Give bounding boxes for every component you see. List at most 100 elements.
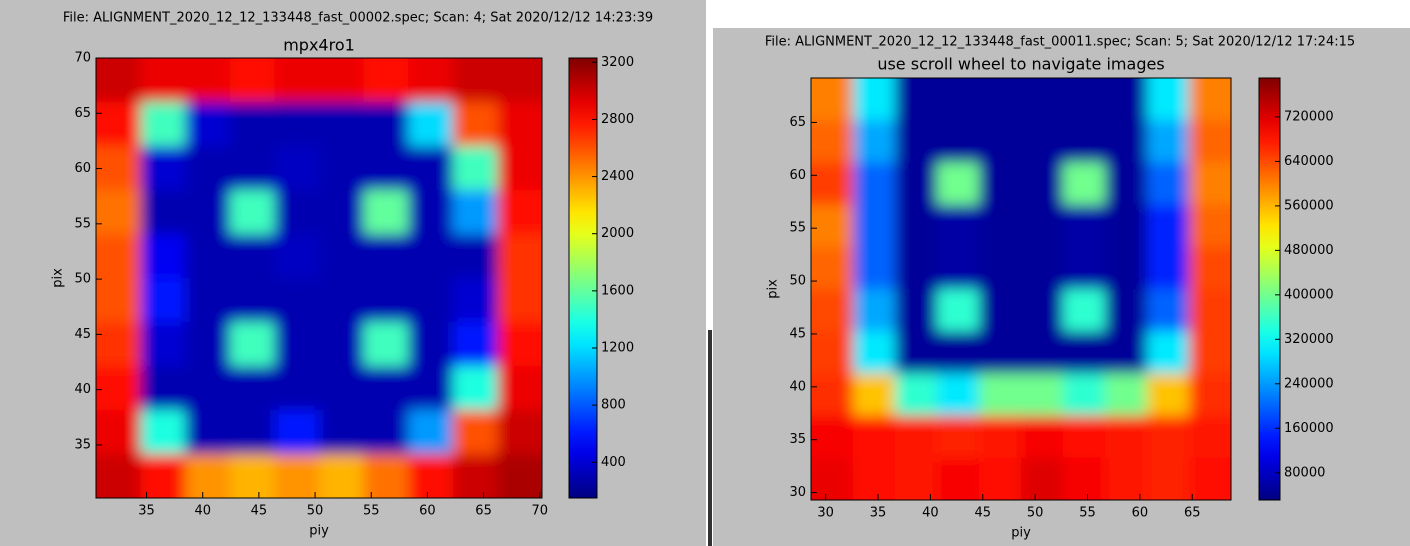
heat-cell [1147,162,1190,206]
heat-cell [452,278,498,323]
y-tick-label: 60 [789,168,806,183]
heatmap [811,78,1231,500]
heat-cell [497,102,542,147]
heat-cell [497,410,542,455]
heat-cell [497,58,542,103]
heat-cell [319,190,365,235]
heat-cell [1189,457,1231,500]
heat-cell [229,234,275,279]
x-tick-label: 65 [475,504,492,519]
colorbar-tick-label: 720000 [1284,109,1334,124]
x-tick-label: 50 [307,504,324,519]
heat-cell [1063,289,1106,332]
heat-cell [895,331,938,374]
heat-cell [185,146,231,191]
heat-cell [895,162,938,206]
heat-cell [96,58,142,103]
heat-cell [408,58,454,103]
heat-cell [1147,331,1190,374]
colorbar-tick-label: 2400 [601,169,634,184]
heat-cell [319,102,365,147]
heat-cell [895,78,938,121]
heat-cell [1105,204,1148,248]
y-tick-label: 35 [789,432,806,447]
plot-title: use scroll wheel to navigate images [877,55,1164,74]
heat-cell [185,278,231,323]
heat-cell [497,366,542,411]
y-tick-label: 55 [74,216,91,231]
colorbar-tick-label: 80000 [1284,465,1325,480]
heat-cell [1105,415,1148,459]
heat-cell [895,204,938,248]
heat-cell [185,366,231,411]
heat-cell [452,190,498,235]
colorbar-tick-label: 640000 [1284,154,1334,169]
x-tick-label: 55 [1079,506,1096,521]
heat-cell [274,322,320,367]
heat-cell [363,190,409,235]
heat-cell [140,410,186,455]
heat-cell [274,366,320,411]
heat-cell [937,373,980,417]
heat-cell [140,366,186,411]
heat-cell [1105,162,1148,206]
heat-cell [1021,246,1064,290]
heat-cell [811,457,854,500]
colorbar-tick-label: 1200 [601,341,634,356]
heat-cell [979,373,1022,417]
colorbar-tick-label: 400 [601,455,626,470]
heat-cell [979,78,1022,121]
heat-cell [1021,120,1064,163]
heat-cell [853,415,896,459]
heat-cell [1021,457,1064,500]
heat-cell [96,366,142,411]
heat-cell [853,289,896,332]
plot-title: mpx4ro1 [283,36,355,55]
heat-cell [811,289,854,332]
heat-cell [1063,457,1106,500]
heat-cell [319,454,365,498]
heat-cell [811,120,854,163]
heat-cell [96,234,142,279]
heat-cell [363,278,409,323]
window-title: File: ALIGNMENT_2020_12_12_133448_fast_0… [63,11,653,26]
heat-cell [1147,78,1190,121]
colorbar-tick-label: 800 [601,398,626,413]
heat-cell [408,322,454,367]
heat-cell [452,146,498,191]
heat-cell [1063,120,1106,163]
heat-cell [979,246,1022,290]
heat-cell [96,322,142,367]
colorbar-tick-label: 240000 [1284,376,1334,391]
heat-cell [274,58,320,103]
heat-cell [895,373,938,417]
x-axis-label: piy [1011,526,1031,541]
heat-cell [1189,373,1231,417]
colorbar-tick-label: 560000 [1284,198,1334,213]
heat-cell [185,410,231,455]
heat-cell [408,410,454,455]
heat-cell [140,102,186,147]
heat-cell [811,246,854,290]
heat-cell [185,322,231,367]
heat-cell [811,204,854,248]
heat-cell [1063,246,1106,290]
heat-cell [140,322,186,367]
heat-cell [274,146,320,191]
y-tick-label: 50 [74,272,91,287]
heat-cell [811,162,854,206]
x-tick-label: 50 [1027,506,1044,521]
heat-cell [274,102,320,147]
heat-cell [140,190,186,235]
heat-cell [140,234,186,279]
heat-cell [185,58,231,103]
colorbar-tick-label: 400000 [1284,287,1334,302]
heat-cell [1189,331,1231,374]
heat-cell [1147,415,1190,459]
heat-cell [452,102,498,147]
colorbar [568,57,598,499]
x-tick-label: 70 [531,504,548,519]
heat-cell [274,454,320,498]
x-tick-label: 65 [1184,506,1201,521]
heat-cell [853,204,896,248]
